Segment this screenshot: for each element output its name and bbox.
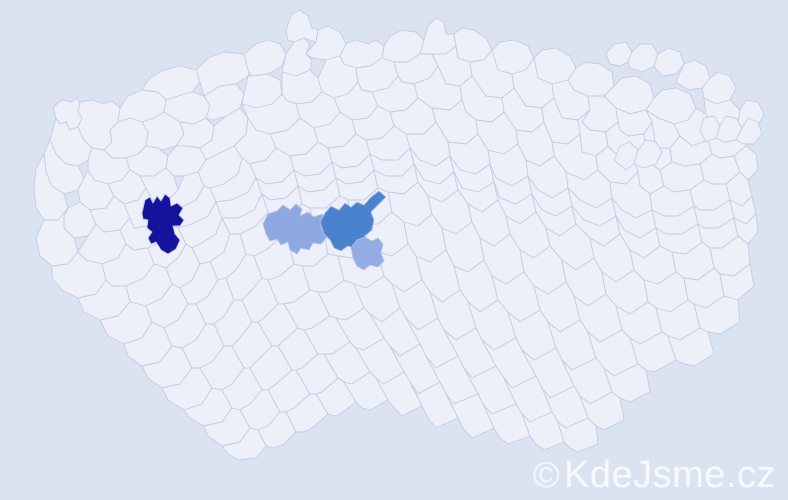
district[interactable] <box>667 327 715 367</box>
district[interactable] <box>633 139 663 169</box>
district[interactable] <box>627 43 659 73</box>
highlighted-district-level-2[interactable] <box>350 236 385 271</box>
district[interactable] <box>419 17 457 55</box>
district[interactable] <box>557 417 599 453</box>
district[interactable] <box>35 207 79 267</box>
district[interactable] <box>281 37 313 77</box>
district-layer <box>33 9 765 461</box>
district[interactable] <box>603 363 651 403</box>
district[interactable] <box>735 117 763 145</box>
district[interactable] <box>653 47 685 77</box>
district[interactable] <box>285 9 319 43</box>
district[interactable] <box>693 295 741 335</box>
district[interactable] <box>243 39 287 77</box>
highlighted-district-level-3[interactable] <box>319 190 387 252</box>
highlighted-district-level-4[interactable] <box>141 193 185 255</box>
